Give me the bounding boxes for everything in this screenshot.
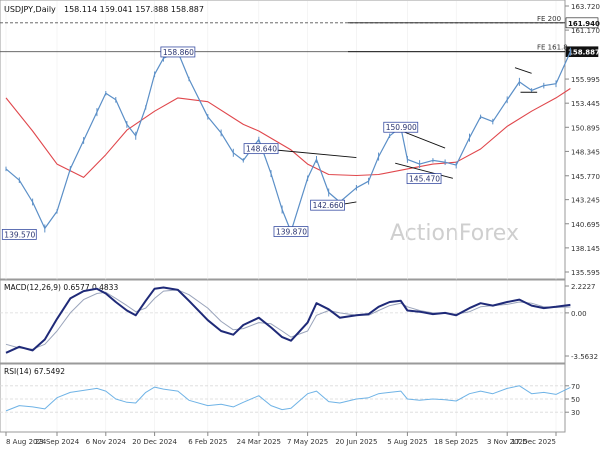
price-y-tick-label: 148.345 <box>571 148 600 156</box>
rsi-panel-frame <box>0 363 566 433</box>
date-tick-label: 23 Sep 2024 <box>35 438 80 446</box>
date-tick-label: 5 Aug 2025 <box>387 438 427 446</box>
trend-line <box>514 67 532 74</box>
watermark: ActionForex <box>390 221 519 246</box>
level-badge-label: 158.887 <box>568 49 600 57</box>
rsi-y-tick-label: 70 <box>571 383 580 391</box>
macd-y-tick-label: -3.5632 <box>571 353 598 361</box>
macd-y-axis: 2.2227 0.00 -3.5632 <box>565 283 598 361</box>
date-tick-label: 20 Dec 2024 <box>132 438 177 446</box>
price-annotation-label: 150.900 <box>386 123 417 132</box>
macd-y-tick-label: 0.00 <box>571 310 587 318</box>
price-y-tick-label: 161.170 <box>571 27 600 35</box>
price-annotation-box <box>383 121 419 133</box>
symbol-timeframe-label: USDJPY,Daily <box>4 5 56 14</box>
level-badge <box>565 17 599 29</box>
price-close-line <box>5 51 571 233</box>
rsi-title: RSI(14) 67.5492 <box>4 367 65 376</box>
price-annotation-label: 139.570 <box>4 230 35 239</box>
rsi-series <box>5 385 571 412</box>
price-annotation-box <box>243 143 279 155</box>
date-tick-label: 17 Dec 2025 <box>511 438 556 446</box>
price-y-tick-label: 163.720 <box>571 3 600 11</box>
price-annotation-label: 145.470 <box>409 175 440 184</box>
price-grid <box>5 1 557 432</box>
price-y-tick-label: 143.245 <box>571 197 600 205</box>
date-tick-label: 20 Jun 2025 <box>335 438 377 446</box>
ohlc-readout: 158.114 159.041 157.888 158.887 <box>64 5 204 14</box>
price-annotation-label: 158.860 <box>163 48 194 57</box>
rsi-y-axis: 70 50 30 <box>0 383 580 417</box>
macd-title: MACD(12,26,9) 0.6577 0.4833 <box>4 283 118 292</box>
macd-panel-frame <box>0 279 566 364</box>
price-y-tick-label: 140.695 <box>571 221 600 229</box>
date-tick-label: 18 Sep 2025 <box>434 438 478 446</box>
price-annotation-box <box>160 46 196 58</box>
date-tick-label: 8 Aug 2024 <box>6 438 47 446</box>
price-annotation-box <box>310 199 345 211</box>
price-y-tick-label: 145.770 <box>571 173 600 181</box>
rsi-y-tick-label: 30 <box>571 409 580 417</box>
macd-y-tick-label: 2.2227 <box>571 283 596 291</box>
macd-main-line <box>5 286 571 354</box>
fib-label: FE 161.8 <box>537 44 568 52</box>
date-tick-label: 3 Nov 2025 <box>487 438 527 446</box>
price-annotation-label: 139.870 <box>276 228 307 237</box>
date-tick-label: 6 Feb 2025 <box>188 438 227 446</box>
rsi-line <box>5 385 571 412</box>
date-tick-label: 24 Mar 2025 <box>237 438 281 446</box>
price-annotation-label: 142.660 <box>313 201 344 210</box>
price-y-tick-label: 138.145 <box>571 245 600 253</box>
price-annotation-box <box>273 226 309 237</box>
sma-series <box>5 88 571 178</box>
sma-line <box>5 88 571 178</box>
price-panel-frame <box>0 0 566 280</box>
price-annotation-box <box>1 229 37 240</box>
price-annotations: 158.860 148.640 150.900 145.470 142.660 139.8… <box>1 15 568 240</box>
date-tick-label: 6 Nov 2024 <box>86 438 127 446</box>
price-y-tick-label: 155.995 <box>571 76 600 84</box>
price-y-tick-label: 153.445 <box>571 100 600 108</box>
macd-series <box>0 286 571 354</box>
rsi-y-tick-label: 50 <box>571 396 580 404</box>
price-y-tick-label: 135.595 <box>571 269 600 277</box>
price-y-tick-label: 150.895 <box>571 124 600 132</box>
level-badge-label: 161.940 <box>568 20 600 28</box>
current-price-badge <box>565 46 599 58</box>
price-annotation-label: 148.640 <box>246 145 277 154</box>
price-annotation-box <box>406 173 442 185</box>
trend-line <box>395 162 453 179</box>
price-levels: 161.940 158.887 <box>0 17 600 58</box>
date-tick-label: 7 May 2025 <box>287 438 328 446</box>
price-y-axis: 163.720 161.170 155.995 153.445 150.895 148.3… <box>565 3 600 277</box>
fib-label: FE 200 <box>537 15 561 23</box>
